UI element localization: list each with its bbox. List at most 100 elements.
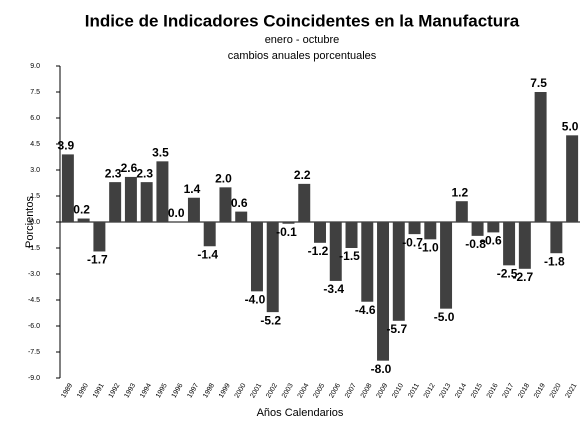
x-tick-label: 2010 (391, 382, 405, 399)
bar (518, 222, 531, 269)
x-tick-label: 1989 (60, 382, 74, 399)
x-tick-label: 1990 (76, 382, 90, 399)
x-axis-label: Años Calendarios (257, 407, 344, 419)
x-tick-label: 2018 (517, 382, 531, 399)
x-tick-label: 2004 (297, 382, 311, 399)
bar (266, 222, 279, 313)
bar (77, 218, 90, 222)
x-tick-label: 1997 (186, 382, 200, 399)
x-tick-label: 2011 (407, 382, 421, 399)
x-tick-label: 2013 (439, 382, 453, 399)
bar (534, 92, 547, 222)
x-tick-label: 2001 (249, 382, 263, 399)
value-label: -1.8 (544, 254, 565, 268)
x-tick-label: 1995 (155, 382, 169, 399)
value-label: -1.0 (418, 241, 439, 255)
value-label: -5.2 (260, 313, 281, 327)
x-tick-label: 1992 (108, 382, 122, 399)
x-tick-label: 2007 (344, 382, 358, 399)
x-tick-label: 1993 (123, 382, 137, 399)
value-label: -1.2 (308, 244, 329, 258)
x-tick-label: 2020 (549, 382, 563, 399)
value-label: 2.2 (294, 168, 311, 182)
y-tick-label: 3.0 (30, 167, 40, 174)
bar (424, 222, 437, 240)
chart-title: Indice de Indicadores Coincidentes en la… (85, 11, 520, 30)
bar (140, 182, 153, 222)
bar (61, 154, 74, 222)
x-tick-label: 2008 (360, 382, 374, 399)
bar (408, 222, 421, 235)
value-label: -0.1 (276, 225, 297, 239)
bar (109, 182, 122, 222)
x-tick-label: 2017 (502, 382, 516, 399)
chart-subtitle: cambios anuales porcentuales (228, 50, 377, 62)
x-tick-label: 2021 (565, 382, 579, 399)
bar (392, 222, 405, 321)
bar (361, 222, 374, 302)
bar (156, 161, 169, 222)
value-label: -0.8 (465, 237, 486, 251)
bar (314, 222, 326, 243)
bar (550, 222, 563, 254)
bar (203, 222, 216, 247)
x-tick-label: 2000 (234, 382, 248, 399)
x-tick-label: 2016 (486, 382, 500, 399)
value-label: -5.0 (434, 310, 455, 324)
value-label: 2.0 (215, 172, 232, 186)
bar (93, 222, 106, 252)
bar (377, 222, 390, 361)
x-tick-label: 2005 (312, 382, 326, 399)
y-tick-label: -4.5 (28, 297, 40, 304)
x-tick-label: 2009 (376, 382, 390, 399)
value-label: -4.0 (245, 293, 266, 307)
bar (124, 176, 137, 222)
y-tick-label: 6.0 (30, 115, 40, 122)
value-label: 2.3 (105, 166, 122, 180)
y-tick-label: 9.0 (30, 63, 40, 70)
value-label: -8.0 (371, 362, 392, 376)
x-tick-label: 2014 (454, 382, 468, 399)
y-tick-label: -7.5 (28, 349, 40, 356)
bar (187, 197, 200, 222)
value-label: 1.4 (184, 182, 201, 196)
value-label: -1.4 (197, 247, 218, 261)
value-label: 0.2 (73, 203, 90, 217)
x-tick-label: 1994 (139, 382, 153, 399)
value-label: 1.2 (451, 185, 468, 199)
x-tick-label: 1996 (171, 382, 185, 399)
bar (282, 222, 295, 224)
bar (487, 222, 500, 233)
bar (503, 222, 516, 266)
y-tick-label: -6.0 (28, 323, 40, 330)
x-tick-label: 2006 (328, 382, 342, 399)
value-label: -3.4 (323, 282, 344, 296)
bar (298, 183, 311, 222)
y-tick-label: 7.5 (30, 89, 40, 96)
y-tick-label: -3.0 (28, 271, 40, 278)
x-tick-label: 2019 (533, 382, 547, 399)
bar (566, 135, 579, 222)
value-label: -1.7 (87, 253, 108, 267)
bar (219, 187, 232, 222)
value-label: -1.5 (339, 249, 360, 263)
y-tick-label: 4.5 (30, 141, 40, 148)
value-label: -0.7 (402, 235, 423, 249)
bar (235, 211, 248, 222)
x-tick-label: 2012 (423, 382, 437, 399)
value-label: 3.9 (58, 139, 75, 153)
x-tick-label: 1991 (92, 382, 106, 399)
x-tick-label: 2003 (281, 382, 295, 399)
x-tick-label: 2002 (265, 382, 279, 399)
value-label: 3.5 (152, 146, 169, 160)
bar (440, 222, 453, 309)
value-label: 2.3 (136, 166, 153, 180)
value-label: -4.6 (355, 303, 376, 317)
value-label: -2.5 (497, 267, 518, 281)
value-label: 7.5 (530, 76, 547, 90)
y-axis-label: Porcientos (24, 196, 36, 248)
bar (345, 222, 358, 248)
value-label: -5.7 (386, 322, 407, 336)
bar (250, 222, 263, 292)
